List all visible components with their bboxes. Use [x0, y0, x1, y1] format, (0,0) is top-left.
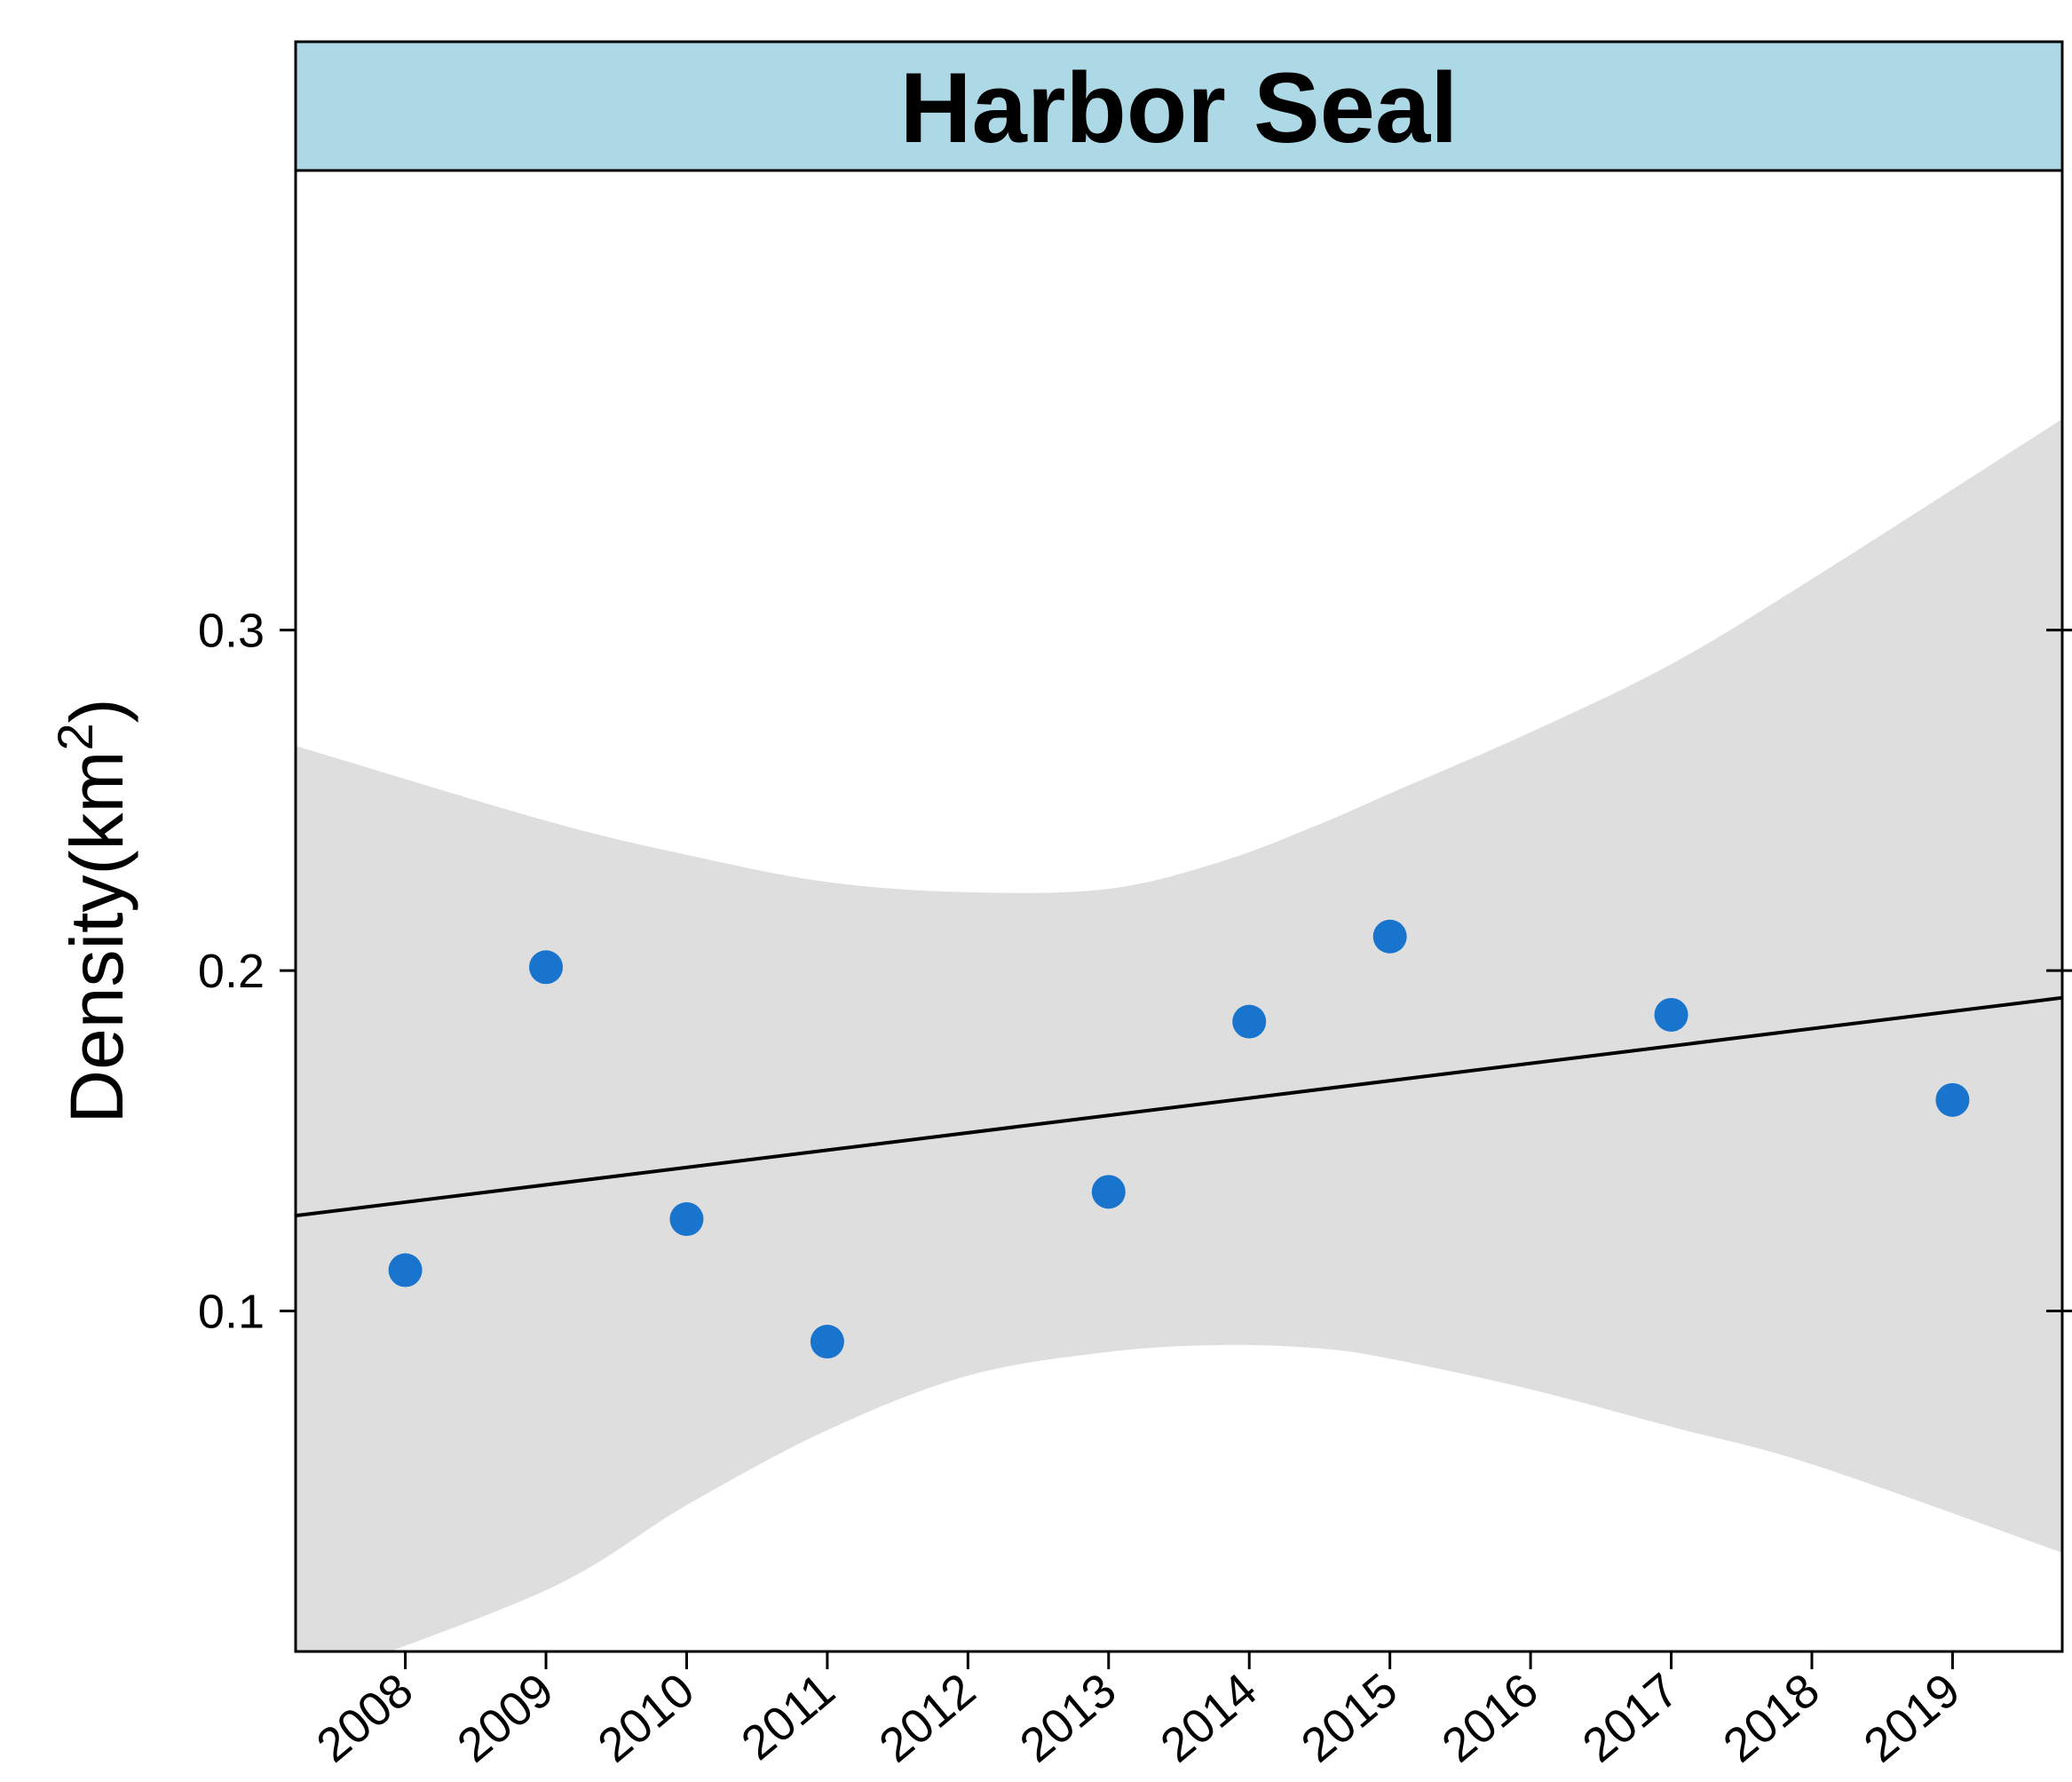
x-tick-label: 2013 — [1010, 1663, 1127, 1772]
data-point — [529, 950, 564, 985]
data-point — [1372, 919, 1407, 954]
confidence-band — [296, 418, 2062, 1651]
data-point — [810, 1325, 844, 1359]
y-axis-title: Density(km2) — [47, 698, 138, 1123]
y-tick-label: 0.2 — [198, 945, 265, 998]
chart-title: Harbor Seal — [900, 52, 1459, 163]
data-point — [1232, 1004, 1267, 1039]
data-point — [388, 1253, 423, 1287]
data-points — [388, 919, 1970, 1359]
plot-frame — [294, 169, 2064, 1653]
x-tick-label: 2008 — [307, 1663, 423, 1772]
data-point — [1654, 997, 1688, 1032]
x-tick-label: 2019 — [1855, 1663, 1971, 1772]
title-strip — [294, 40, 2064, 172]
x-tick-label: 2017 — [1573, 1663, 1689, 1772]
x-axis: 2008 2009 2010 2011 2012 2013 2014 2015 2016 2017… — [307, 1651, 1970, 1772]
x-tick-label: 2012 — [869, 1663, 985, 1772]
x-tick-label: 2016 — [1432, 1663, 1548, 1772]
x-tick-label: 2011 — [732, 1663, 845, 1770]
x-tick-label: 2015 — [1292, 1663, 1408, 1772]
y-axis: 0.1 0.2 0.3 — [198, 605, 2072, 1339]
y-tick-label: 0.1 — [198, 1286, 265, 1339]
data-point — [1091, 1175, 1126, 1209]
y-tick-label: 0.3 — [198, 605, 265, 658]
trend-line — [296, 995, 2062, 1218]
x-tick-label: 2018 — [1713, 1663, 1830, 1772]
x-tick-label: 2009 — [447, 1663, 564, 1772]
data-point — [669, 1202, 704, 1237]
x-tick-label: 2010 — [589, 1663, 705, 1772]
data-point — [1935, 1082, 1970, 1117]
x-tick-label: 2014 — [1151, 1663, 1267, 1772]
